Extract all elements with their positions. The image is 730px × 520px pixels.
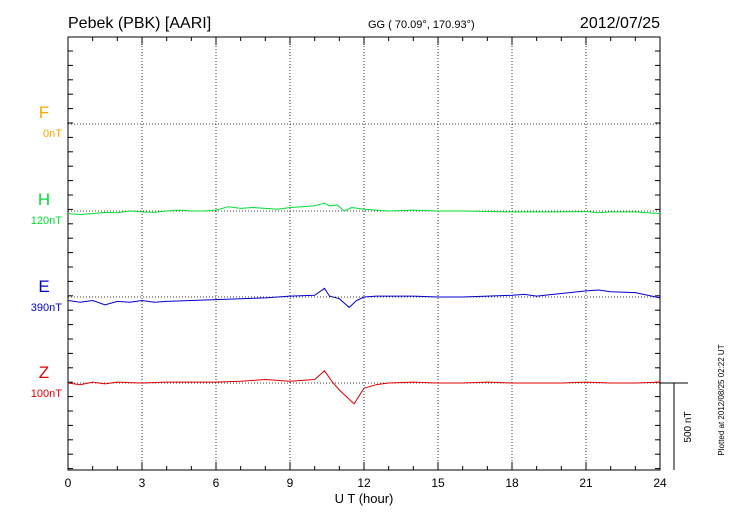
series-e-trace [67,287,661,309]
axis-ticks: 0 3 6 9 12 15 18 21 24 [65,37,667,490]
scale-bar: 500 nT [660,382,694,470]
series-h-label: H [38,190,50,209]
series-z-trace [67,370,661,405]
station-coords: GG ( 70.09°, 170.93°) [368,19,475,31]
x-tick-label: 12 [357,476,371,490]
x-tick-label: 24 [653,476,667,490]
series-z-label: Z [39,363,49,382]
x-axis-label: U T (hour) [335,491,394,506]
series-z-baseline-label: 100nT [31,388,62,400]
x-tick-label: 3 [139,476,146,490]
x-tick-label: 21 [579,476,593,490]
station-title: Pebek (PBK) [AARI] [68,15,211,32]
series-labels: F 0nT H 120nT E 390nT Z 100nT [31,103,62,400]
x-tick-label: 0 [65,476,72,490]
series-e-baseline-label: 390nT [31,302,62,314]
x-tick-label: 15 [431,476,445,490]
plot-date: 2012/07/25 [580,15,660,32]
series-f-label: F [39,103,49,122]
series-h-trace [67,202,661,216]
series-e-label: E [38,277,49,296]
plotted-at-note: Plotted at 2012/08/25 02:22 UT [717,344,726,455]
x-tick-label: 9 [287,476,294,490]
x-tick-label: 18 [505,476,519,490]
x-tick-label: 6 [213,476,220,490]
series-traces [67,202,661,405]
grid-lines [68,37,660,470]
scale-bar-label: 500 nT [683,411,694,442]
series-h-baseline-label: 120nT [31,215,62,227]
series-f-baseline-label: 0nT [43,128,62,140]
